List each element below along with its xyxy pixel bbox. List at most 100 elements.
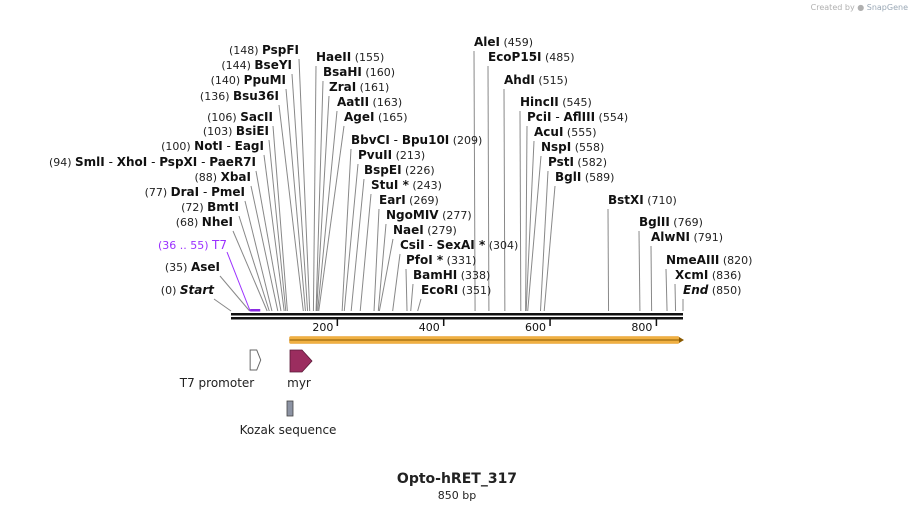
site-label-pvuii: PvuII (213) — [358, 148, 425, 162]
leader-asei — [219, 275, 250, 312]
site-name: Bsu36I — [233, 89, 279, 103]
site-name: PmeI — [211, 185, 245, 199]
leader-bamhi — [410, 283, 414, 312]
site-name: HincII — [520, 95, 559, 109]
leader-aatii — [317, 110, 338, 312]
site-name: EcoRI — [421, 283, 458, 297]
site-position: (161) — [356, 81, 389, 94]
site-position: (554) — [595, 111, 628, 124]
site-name: NspI — [541, 140, 571, 154]
feature-kozak-label: Kozak sequence — [240, 423, 337, 437]
site-label-haeii: HaeII (155) — [316, 50, 384, 64]
site-name: - — [552, 110, 564, 124]
site-label-aatii: AatII (163) — [337, 95, 402, 109]
leader-agei — [318, 125, 345, 312]
site-label-bamhi: BamHI (338) — [413, 268, 490, 282]
site-position: (155) — [351, 51, 384, 64]
site-position: (209) — [449, 134, 482, 147]
site-position: (243) — [409, 179, 442, 192]
watermark-prefix: Created by — [810, 3, 855, 12]
leader-nhei — [232, 230, 268, 312]
site-name: - — [105, 155, 117, 169]
site-name: BsaHI — [323, 65, 362, 79]
site-label-stui: StuI * (243) — [371, 178, 442, 192]
leader-smli — [255, 170, 282, 312]
leader-ahdi — [503, 88, 506, 312]
sequence-title: Opto-hRET_317 — [396, 471, 518, 487]
leader-alwni — [650, 245, 653, 312]
site-label-pcii: PciI - AflIII (554) — [527, 110, 628, 124]
site-label-agei: AgeI (165) — [344, 110, 408, 124]
leader-ecop15i — [487, 65, 490, 312]
tick-label-400: 400 — [419, 321, 440, 334]
orf-arrowhead — [679, 337, 684, 343]
site-position: (103) — [203, 125, 236, 138]
watermark-brand: SnapGene — [866, 3, 908, 12]
site-position: (485) — [542, 51, 575, 64]
site-label-nspi: NspI (558) — [541, 140, 604, 154]
site-position: (165) — [374, 111, 407, 124]
site-label-alei: AleI (459) — [474, 35, 533, 49]
leader-bspei — [350, 178, 365, 312]
leader-ngomiv — [377, 223, 387, 312]
site-label-acui: AcuI (555) — [534, 125, 597, 139]
site-position: (136) — [200, 90, 233, 103]
site-position: (331) — [443, 254, 476, 267]
site-label-alwni: AlwNI (791) — [651, 230, 723, 244]
site-name: - — [199, 185, 211, 199]
leader-stui — [359, 193, 372, 312]
site-label-xbai: (88) XbaI — [195, 170, 251, 184]
site-position: (515) — [535, 74, 568, 87]
site-label-asei: (35) AseI — [165, 260, 220, 274]
leader-xcmi — [674, 283, 677, 312]
site-name: - — [197, 155, 209, 169]
feature-myr-shape — [289, 349, 313, 373]
site-position: (791) — [690, 231, 723, 244]
leader-bglii — [638, 230, 641, 312]
site-position: (582) — [574, 156, 607, 169]
leader-haeii — [312, 65, 317, 312]
site-leaders — [213, 50, 684, 312]
leader-ppumi — [285, 88, 306, 312]
backbone-bottom-strand — [231, 317, 683, 320]
site-label-bsu36i: (136) Bsu36I — [200, 89, 279, 103]
site-name: PstI — [548, 155, 574, 169]
leader-xbai — [250, 185, 279, 312]
site-name: - — [147, 155, 159, 169]
site-label-nhei: (68) NheI — [176, 215, 233, 229]
site-name: BamHI — [413, 268, 457, 282]
site-name: AlwNI — [651, 230, 690, 244]
feature-kozak-shape — [286, 400, 294, 417]
site-name: PvuII — [358, 148, 392, 162]
leader-start — [213, 298, 232, 312]
leader-bsiei — [268, 139, 287, 312]
site-name: BglII — [639, 215, 670, 229]
leader-pcii — [525, 125, 528, 312]
leader-naei — [378, 238, 394, 312]
site-name: BspEI — [364, 163, 402, 177]
leader-pvuii — [343, 163, 359, 312]
site-name: BmtI — [207, 200, 239, 214]
site-position: (35) — [165, 261, 191, 274]
site-position: (836) — [708, 269, 741, 282]
tick-label-600: 600 — [525, 321, 546, 334]
site-position: (277) — [439, 209, 472, 222]
site-label-ngomiv: NgoMIV (277) — [386, 208, 472, 222]
site-name: PspXI — [159, 155, 197, 169]
site-position: (820) — [719, 254, 752, 267]
feature-t7-promoter-label: T7 promoter — [179, 376, 255, 390]
leader-nmeaiii — [665, 268, 668, 312]
site-name: XhoI — [117, 155, 148, 169]
site-label-bsiei: (103) BsiEI — [203, 124, 269, 138]
site-position: (77) — [145, 186, 171, 199]
site-name: AleI — [474, 35, 500, 49]
leader-ecori — [417, 298, 422, 312]
site-label-noti: (100) NotI - EagI — [161, 139, 264, 153]
site-position: (226) — [402, 164, 435, 177]
site-label-smli: (94) SmlI - XhoI - PspXI - PaeR7I — [49, 155, 256, 169]
site-position: (144) — [221, 59, 254, 72]
leader-acui — [525, 140, 535, 312]
site-position: (213) — [392, 149, 425, 162]
site-position: (163) — [369, 96, 402, 109]
site-name: EagI — [235, 139, 264, 153]
